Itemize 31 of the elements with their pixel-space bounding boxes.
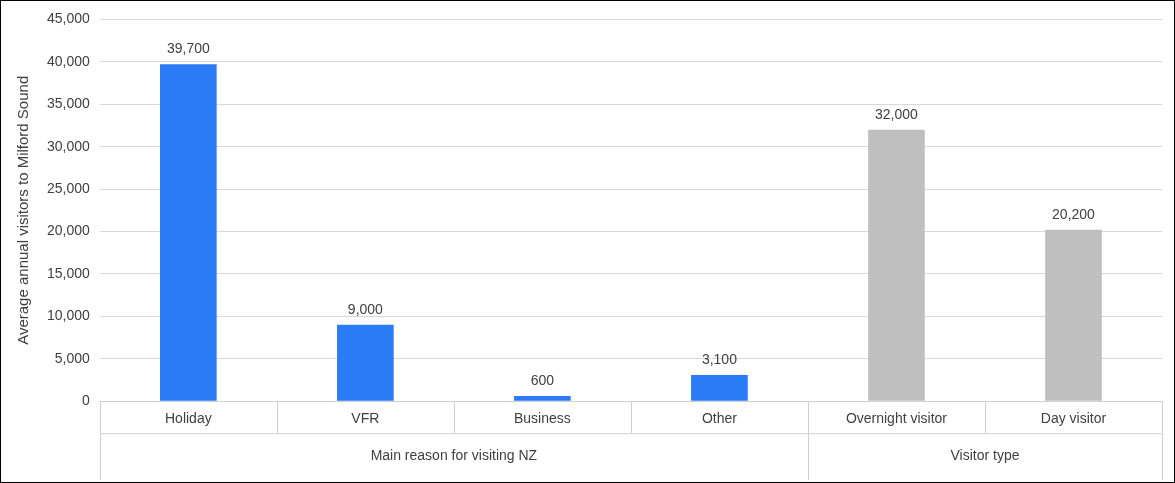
y-tick-label: 10,000: [46, 307, 91, 324]
bar: [868, 129, 925, 401]
bar: [691, 374, 748, 401]
x-tick-label: Overnight visitor: [845, 410, 948, 427]
bar: [1045, 229, 1102, 401]
bar: [160, 64, 217, 401]
y-tick-label: 45,000: [46, 10, 91, 27]
y-tick-label: 0: [82, 392, 91, 409]
y-tick-label: 25,000: [46, 179, 91, 196]
y-tick-label: 30,000: [46, 137, 91, 154]
x-tick-label: Other: [701, 410, 738, 427]
y-tick-label: 20,000: [46, 222, 91, 239]
y-tick-label: 35,000: [46, 95, 91, 112]
x-tick-label: Holiday: [164, 410, 212, 427]
data-label: 32,000: [875, 105, 919, 122]
text: Visitor type: [950, 447, 1020, 464]
bar: [514, 396, 571, 401]
x-tick-label: VFR: [351, 410, 380, 427]
x-tick-label: Day visitor: [1040, 410, 1107, 427]
y-tick-label: 5,000: [54, 349, 91, 366]
data-label: 9,000: [347, 300, 384, 317]
data-label: 20,200: [1052, 205, 1096, 222]
y-tick-label: 15,000: [46, 264, 91, 281]
data-label: 39,700: [166, 40, 210, 57]
y-axis-title: Average annual visitors to Milford Sound: [14, 75, 32, 345]
text: Main reason for visiting NZ: [370, 447, 538, 464]
bar: [337, 324, 394, 401]
data-label: 3,100: [701, 350, 738, 367]
y-tick-label: 40,000: [46, 52, 91, 69]
data-label: 600: [530, 371, 555, 388]
x-tick-label: Business: [513, 410, 571, 427]
